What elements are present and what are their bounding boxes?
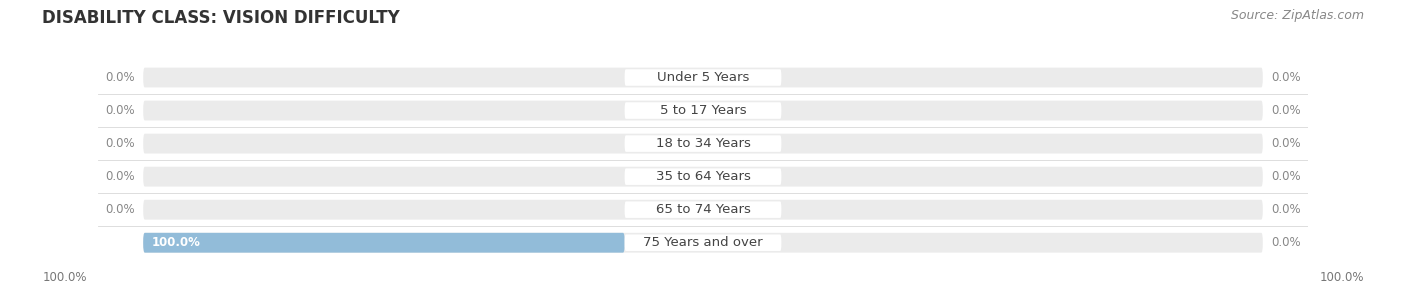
Text: 18 to 34 Years: 18 to 34 Years [655, 137, 751, 150]
Text: 0.0%: 0.0% [1271, 170, 1301, 183]
Text: 75 Years and over: 75 Years and over [643, 236, 763, 249]
Text: 0.0%: 0.0% [105, 170, 135, 183]
Text: DISABILITY CLASS: VISION DIFFICULTY: DISABILITY CLASS: VISION DIFFICULTY [42, 9, 399, 27]
FancyBboxPatch shape [143, 134, 1263, 153]
FancyBboxPatch shape [143, 101, 1263, 120]
Text: 100.0%: 100.0% [152, 236, 201, 249]
Text: 5 to 17 Years: 5 to 17 Years [659, 104, 747, 117]
Text: Source: ZipAtlas.com: Source: ZipAtlas.com [1230, 9, 1364, 22]
FancyBboxPatch shape [624, 69, 782, 86]
FancyBboxPatch shape [624, 102, 782, 119]
Text: 65 to 74 Years: 65 to 74 Years [655, 203, 751, 216]
FancyBboxPatch shape [624, 135, 782, 152]
Text: 35 to 64 Years: 35 to 64 Years [655, 170, 751, 183]
Text: 0.0%: 0.0% [105, 203, 135, 216]
FancyBboxPatch shape [143, 68, 1263, 88]
Text: 100.0%: 100.0% [1319, 271, 1364, 284]
Text: 0.0%: 0.0% [1271, 236, 1301, 249]
Text: 0.0%: 0.0% [1271, 71, 1301, 84]
FancyBboxPatch shape [143, 233, 624, 253]
FancyBboxPatch shape [143, 200, 1263, 220]
FancyBboxPatch shape [143, 233, 1263, 253]
Text: 100.0%: 100.0% [42, 271, 87, 284]
Text: 0.0%: 0.0% [1271, 203, 1301, 216]
Text: Under 5 Years: Under 5 Years [657, 71, 749, 84]
Text: 0.0%: 0.0% [105, 104, 135, 117]
FancyBboxPatch shape [143, 167, 1263, 187]
FancyBboxPatch shape [624, 235, 782, 251]
Text: 0.0%: 0.0% [105, 71, 135, 84]
Text: 0.0%: 0.0% [105, 137, 135, 150]
FancyBboxPatch shape [624, 201, 782, 218]
FancyBboxPatch shape [624, 168, 782, 185]
Text: 0.0%: 0.0% [1271, 137, 1301, 150]
Text: 0.0%: 0.0% [1271, 104, 1301, 117]
